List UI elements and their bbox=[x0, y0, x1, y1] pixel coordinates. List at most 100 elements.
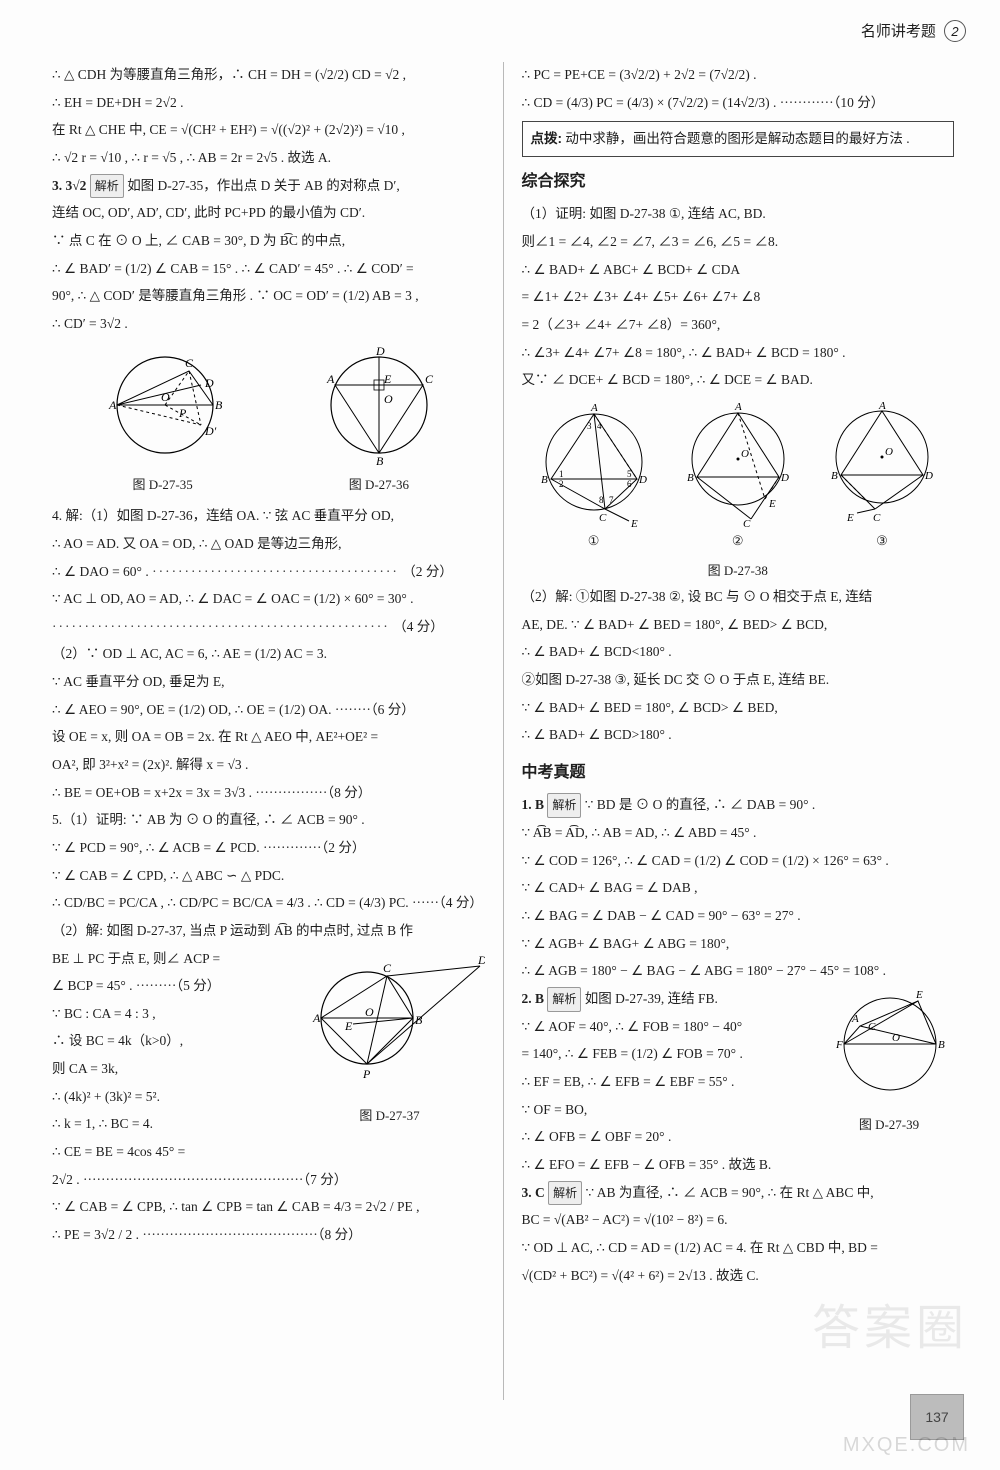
text-line: 2√2 . ··································… bbox=[52, 1167, 485, 1193]
text-line: ∴ ∠ AGB = 180° − ∠ BAG − ∠ ABG = 180° − … bbox=[522, 958, 955, 984]
svg-text:C: C bbox=[185, 356, 194, 370]
svg-text:O: O bbox=[365, 1005, 374, 1019]
text-line: ∵ ∠ COD = 126°, ∴ ∠ CAD = (1/2) ∠ COD = … bbox=[522, 848, 955, 874]
svg-text:C: C bbox=[868, 1021, 876, 1033]
text-line: （2）解: 如图 D-27-37, 当点 P 运动到 A͡B 的中点时, 过点 … bbox=[52, 918, 485, 944]
left-column: ∴ △ CDH 为等腰直角三角形，∴ CH = DH = (√2/2) CD =… bbox=[46, 62, 504, 1400]
text-line: ∴ ∠ EFO = ∠ EFB − ∠ OFB = 35° . 故选 B. bbox=[522, 1152, 955, 1178]
svg-text:3: 3 bbox=[587, 421, 592, 431]
text-line: ∴ ∠ BAD+ ∠ ABC+ ∠ BCD+ ∠ CDA bbox=[522, 257, 955, 283]
text-line: AE, DE. ∵ ∠ BAD+ ∠ BED = 180°, ∠ BED> ∠ … bbox=[522, 612, 955, 638]
header-badge: 2 bbox=[944, 20, 966, 42]
figure-caption: 图 D-27-35 bbox=[83, 473, 243, 498]
svg-text:O: O bbox=[892, 1032, 900, 1044]
svg-text:D′: D′ bbox=[204, 424, 217, 438]
text-line: ∵ AC 垂直平分 OD, 垂足为 E, bbox=[52, 669, 485, 695]
text-line: = 140°, ∴ ∠ FEB = (1/2) ∠ FOB = 70° . bbox=[522, 1041, 817, 1067]
figure-caption: 图 D-27-37 bbox=[295, 1104, 485, 1129]
svg-text:E: E bbox=[630, 518, 638, 529]
figure-37: A B C D E O P 图 D-27-37 bbox=[295, 946, 485, 1167]
text-line: ∵ ∠ CAB = ∠ CPB, ∴ tan ∠ CPB = tan ∠ CAB… bbox=[52, 1194, 485, 1220]
figure-36: D A C O E B 图 D-27-36 bbox=[304, 343, 454, 498]
text-line: ········································… bbox=[52, 614, 485, 640]
svg-text:C: C bbox=[383, 961, 392, 975]
text-line: ∵ ∠ BAD+ ∠ BED = 180°, ∠ BCD> ∠ BED, bbox=[522, 695, 955, 721]
text-line: （2）解: ①如图 D-27-38 ②, 设 BC 与 ⊙ O 相交于点 E, … bbox=[522, 584, 955, 610]
text-line: 3. C 解析 ∵ AB 为直径, ∴ ∠ ACB = 90°, ∴ 在 Rt … bbox=[522, 1180, 955, 1206]
text: ∴ ∠ DAO = 60° . bbox=[52, 564, 152, 579]
svg-text:P: P bbox=[362, 1067, 371, 1081]
figure-caption: 图 D-27-39 bbox=[824, 1113, 954, 1138]
text-line: ∵ ∠ CAD+ ∠ BAG = ∠ DAB , bbox=[522, 875, 955, 901]
svg-text:C: C bbox=[873, 512, 881, 524]
figure-38-1: A B D C E 34 12 56 87 ① bbox=[529, 399, 659, 554]
text-line: ∵ ∠ AGB+ ∠ BAG+ ∠ ABG = 180°, bbox=[522, 931, 955, 957]
text-line: ∵ OF = BO, bbox=[522, 1097, 817, 1123]
text-line: ∴ ∠3+ ∠4+ ∠7+ ∠8 = 180°, ∴ ∠ BAD+ ∠ BCD … bbox=[522, 340, 955, 366]
q-label: 1. B bbox=[522, 797, 545, 812]
svg-text:O: O bbox=[885, 446, 893, 458]
text-with-figure: 2. B 解析 如图 D-27-39, 连结 FB. ∵ ∠ AOF = 40°… bbox=[522, 986, 955, 1152]
svg-text:8: 8 bbox=[599, 495, 604, 505]
text-line: = ∠1+ ∠2+ ∠3+ ∠4+ ∠5+ ∠6+ ∠7+ ∠8 bbox=[522, 284, 955, 310]
text-line: ∵ ∠ PCD = 90°, ∴ ∠ ACB = ∠ PCD. ········… bbox=[52, 835, 485, 861]
text-line: ∴ CD′ = 3√2 . bbox=[52, 311, 485, 337]
figure-38-3: A B D C E O ③ bbox=[817, 399, 947, 554]
text-line: 1. B 解析 ∵ BD 是 ⊙ O 的直径, ∴ ∠ DAB = 90° . bbox=[522, 792, 955, 818]
header-title: 名师讲考题 bbox=[861, 23, 936, 40]
answer-tag: 解析 bbox=[548, 1181, 582, 1206]
right-column: ∴ PC = PE+CE = (3√2/2) + 2√2 = (7√2/2) .… bbox=[504, 62, 961, 1400]
text-line: ∠ BCP = 45° . ·········（5 分） bbox=[52, 973, 287, 999]
text-line: ∵ ∠ CAB = ∠ CPD, ∴ △ ABC ∽ △ PDC. bbox=[52, 863, 485, 889]
q-label: 2. B bbox=[522, 991, 545, 1006]
callout-box: 点拨: 动中求静，画出符合题意的图形是解动态题目的最好方法 . bbox=[522, 121, 955, 157]
text-line: ∴ △ CDH 为等腰直角三角形，∴ CH = DH = (√2/2) CD =… bbox=[52, 62, 485, 88]
text-line: 在 Rt △ CHE 中, CE = √(CH² + EH²) = √((√2)… bbox=[52, 117, 485, 143]
svg-text:O: O bbox=[741, 448, 749, 460]
svg-text:E: E bbox=[846, 512, 854, 524]
text-line: ∴ ∠ BAD+ ∠ BCD>180° . bbox=[522, 722, 955, 748]
text: 如图 D-27-35，作出点 D 关于 AB 的对称点 D′, bbox=[127, 178, 400, 193]
text-line: ∵ BC : CA = 4 : 3 , bbox=[52, 1001, 287, 1027]
svg-text:C: C bbox=[743, 518, 751, 529]
svg-text:A: A bbox=[878, 400, 886, 412]
svg-text:D: D bbox=[924, 470, 933, 482]
text-line: ∵ A͡B = A͡D, ∴ AB = AD, ∴ ∠ ABD = 45° . bbox=[522, 820, 955, 846]
text-line: 则∠1 = ∠4, ∠2 = ∠7, ∠3 = ∠6, ∠5 = ∠8. bbox=[522, 229, 955, 255]
svg-text:A: A bbox=[734, 401, 742, 413]
text-line: BE ⊥ PC 于点 E, 则∠ ACP = bbox=[52, 946, 287, 972]
svg-text:4: 4 bbox=[597, 421, 602, 431]
svg-text:A: A bbox=[590, 402, 598, 414]
text-line: ∴ EH = DE+DH = 2√2 . bbox=[52, 90, 485, 116]
svg-text:2: 2 bbox=[559, 479, 564, 489]
q3-label: 3. 3√2 bbox=[52, 178, 86, 193]
svg-text:O: O bbox=[161, 390, 170, 404]
sub-label: ① bbox=[529, 529, 659, 554]
svg-text:D: D bbox=[375, 344, 385, 358]
text-line: 90°, ∴ △ COD′ 是等腰直角三角形 . ∵ OC = OD′ = (1… bbox=[52, 283, 485, 309]
score: （2 分） bbox=[402, 564, 453, 579]
text-line: 又∵ ∠ DCE+ ∠ BCD = 180°, ∴ ∠ DCE = ∠ BAD. bbox=[522, 367, 955, 393]
svg-text:A: A bbox=[312, 1011, 321, 1025]
text-line: ∴ ∠ BAG = ∠ DAB − ∠ CAD = 90° − 63° = 27… bbox=[522, 903, 955, 929]
text-line: ∴ PC = PE+CE = (3√2/2) + 2√2 = (7√2/2) . bbox=[522, 62, 955, 88]
svg-text:B: B bbox=[215, 398, 223, 412]
text: ∵ AB 为直径, ∴ ∠ ACB = 90°, ∴ 在 Rt △ ABC 中, bbox=[586, 1185, 874, 1200]
text-line: ∴ ∠ DAO = 60° . ························… bbox=[52, 559, 485, 585]
svg-text:5: 5 bbox=[627, 469, 632, 479]
svg-text:D: D bbox=[780, 472, 789, 484]
svg-text:B: B bbox=[376, 454, 384, 468]
figure-39: F B E A C O 图 D-27-39 bbox=[824, 986, 954, 1152]
callout-lead: 点拨: bbox=[531, 131, 563, 146]
svg-text:C: C bbox=[599, 512, 607, 524]
svg-text:7: 7 bbox=[609, 495, 614, 505]
text-line: ∴ ∠ BAD′ = (1/2) ∠ CAB = 15° . ∴ ∠ CAD′ … bbox=[52, 256, 485, 282]
svg-text:A: A bbox=[326, 372, 335, 386]
text-line: ∴ ∠ AEO = 90°, OE = (1/2) OD, ∴ OE = (1/… bbox=[52, 697, 485, 723]
text-line: ②如图 D-27-38 ③, 延长 DC 交 ⊙ O 于点 E, 连结 BE. bbox=[522, 667, 955, 693]
text-line: ∴ √2 r = √10 , ∴ r = √5 , ∴ AB = 2r = 2√… bbox=[52, 145, 485, 171]
svg-text:O: O bbox=[384, 392, 393, 406]
svg-text:B: B bbox=[687, 472, 694, 484]
text-line: ∴ 设 BC = 4k（k>0）, bbox=[52, 1028, 287, 1054]
footer-mark: MXQE.COM bbox=[843, 1426, 970, 1464]
